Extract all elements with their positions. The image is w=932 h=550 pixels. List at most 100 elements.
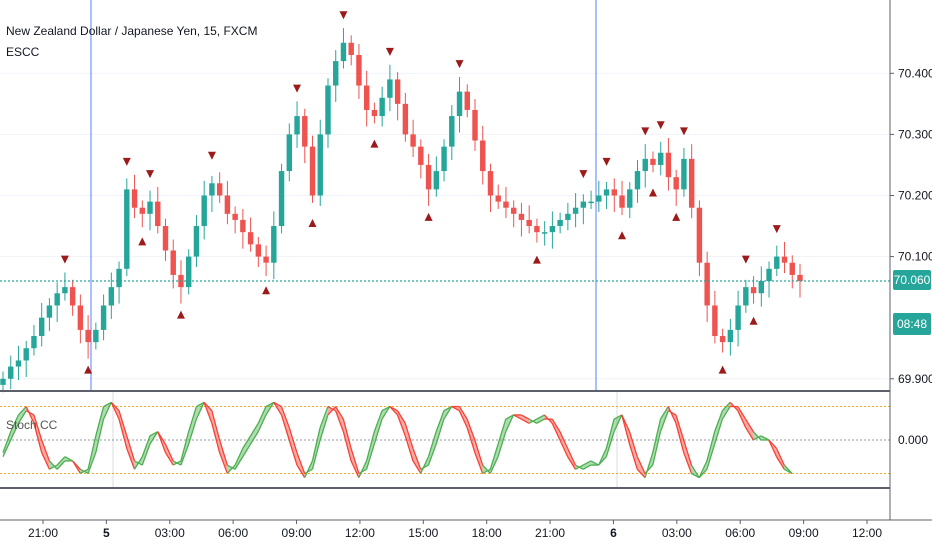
osc-d-line (536, 418, 545, 424)
candle-body (387, 79, 393, 98)
candle-body (735, 305, 741, 330)
osc-k-line (196, 401, 205, 408)
price-tick-label: 69.900 (898, 372, 932, 386)
osc-k-line (714, 410, 723, 432)
osc-fill-segment (41, 440, 50, 470)
osc-k-line (458, 410, 468, 428)
osc-d-line (706, 443, 716, 470)
candle-body (557, 219, 563, 227)
osc-fill-segment (405, 423, 413, 461)
osc-d-line (474, 439, 484, 466)
indicator-legend[interactable]: ESCC (6, 45, 40, 59)
osc-d-line (319, 414, 329, 441)
osc-fill-segment (629, 431, 638, 470)
osc-d-line (188, 418, 198, 445)
candle-body (224, 195, 231, 214)
candle-body (201, 195, 207, 227)
candle-body (0, 378, 6, 385)
oscillator-pane[interactable] (0, 401, 890, 479)
osc-k-line (489, 443, 499, 470)
candle-body (658, 152, 664, 165)
sell-marker (60, 255, 69, 264)
candle-body (402, 103, 409, 135)
osc-d-line (164, 443, 174, 462)
candle-body (410, 134, 416, 147)
osc-k-line (358, 460, 368, 478)
osc-d-line (737, 406, 747, 420)
osc-d-line (667, 410, 677, 416)
oscillator-axis[interactable]: 0.000 (898, 433, 928, 447)
osc-d-line (172, 460, 182, 466)
time-tick-label: 06:00 (725, 526, 755, 540)
candle-body (596, 195, 602, 202)
candle-body (611, 189, 617, 196)
osc-k-line (753, 435, 762, 441)
osc-d-line (412, 448, 422, 470)
candle-body (681, 158, 687, 190)
price-pane[interactable] (0, 28, 890, 393)
osc-k-line (551, 422, 561, 441)
osc-d-line (33, 414, 43, 441)
osc-d-line (427, 443, 437, 466)
osc-d-line (203, 401, 213, 412)
osc-k-line (396, 414, 406, 437)
candle-body (247, 232, 254, 245)
osc-d-line (659, 410, 669, 432)
osc-k-line (706, 431, 716, 462)
candle-body (565, 213, 571, 220)
candle-body (15, 360, 22, 367)
osc-k-line (373, 410, 383, 432)
osc-k-line (466, 427, 476, 453)
osc-d-line (227, 464, 236, 470)
osc-d-line (311, 439, 321, 470)
osc-k-line (242, 435, 252, 449)
time-tick-label: 03:00 (155, 526, 185, 540)
time-axis[interactable]: 21:00 5 03:00 06:00 09:00 12:00 15:00 18:00 21:0… (28, 520, 882, 540)
osc-d-line (505, 414, 515, 432)
sell-marker (385, 47, 394, 56)
osc-d-line (466, 418, 476, 441)
osc-d-line (141, 443, 151, 466)
osc-fill-segment (498, 419, 506, 457)
price-axis[interactable]: 70.400 70.300 70.200 70.100 69.900 (890, 66, 932, 386)
buy-marker (138, 237, 147, 246)
osc-k-line (721, 401, 731, 412)
osc-k-line (87, 435, 97, 470)
osc-k-line (350, 460, 360, 478)
candle-body (665, 152, 672, 178)
candle-body (642, 158, 648, 172)
candle-body (797, 274, 803, 282)
osc-fill-segment (188, 406, 197, 445)
candle-body (131, 189, 138, 208)
candle-body (704, 262, 710, 306)
osc-d-line (288, 427, 298, 453)
candle-body (124, 189, 130, 269)
osc-d-line (41, 439, 51, 462)
osc-k-line (265, 401, 275, 408)
osc-k-line (126, 448, 136, 470)
candle-body (572, 207, 579, 214)
candle-body (541, 232, 548, 234)
osc-fill-segment (258, 406, 266, 432)
osc-d-line (721, 406, 731, 420)
candle-body (743, 287, 749, 306)
candle-body (418, 146, 424, 165)
osc-d-line (10, 422, 20, 441)
osc-k-line (41, 452, 51, 470)
candle-body (688, 158, 695, 208)
sell-marker (602, 157, 611, 166)
sell-marker (293, 84, 302, 93)
candle-body (286, 134, 293, 172)
osc-d-line (404, 423, 414, 449)
candle-body (216, 183, 223, 196)
osc-k-line (64, 456, 73, 462)
symbol-legend[interactable]: New Zealand Dollar / Japanese Yen, 15, F… (6, 24, 258, 38)
osc-k-line (420, 456, 430, 474)
candle-body (155, 201, 161, 227)
osc-k-line (335, 410, 344, 432)
oscillator-legend[interactable]: Stoch CC (6, 418, 58, 432)
candle-body (240, 219, 246, 233)
osc-d-line (87, 452, 97, 474)
candle-body (673, 177, 679, 190)
osc-k-line (110, 402, 120, 420)
